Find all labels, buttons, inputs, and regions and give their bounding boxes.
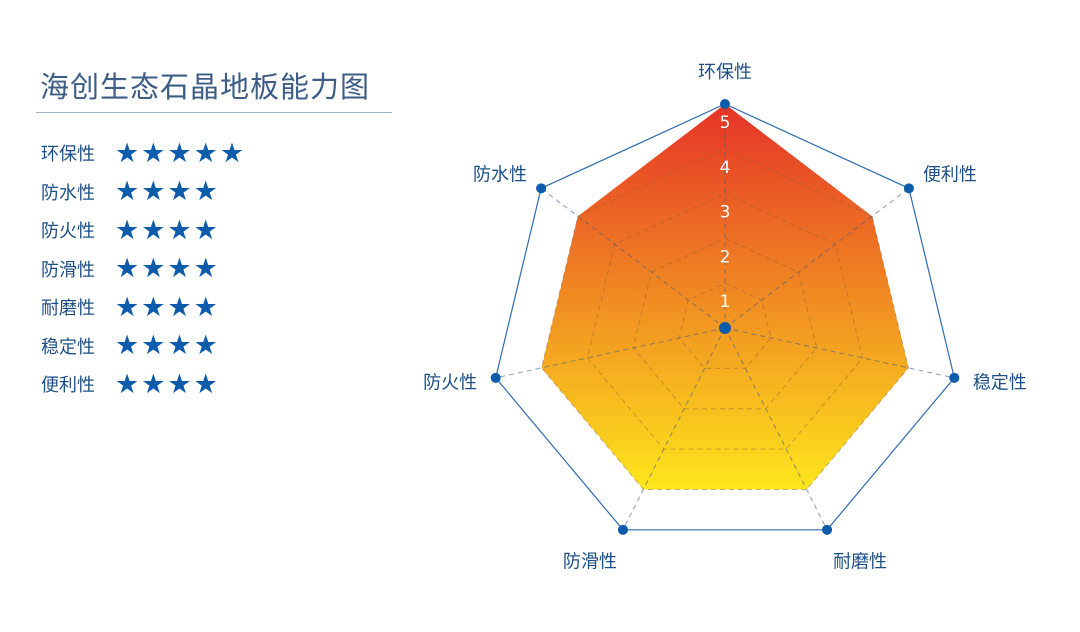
rating-row: 防水性 ★★★★ bbox=[41, 173, 246, 212]
rating-label: 稳定性 bbox=[41, 336, 95, 358]
rating-label: 环保性 bbox=[41, 144, 95, 166]
rating-row: 防火性 ★★★★ bbox=[41, 211, 246, 250]
axis-marker bbox=[720, 99, 730, 109]
grid-ring bbox=[632, 237, 818, 410]
rating-row: 稳定性 ★★★★ bbox=[41, 327, 246, 366]
star-rating-icon: ★★★★ bbox=[115, 291, 220, 323]
rating-label: 便利性 bbox=[41, 375, 95, 397]
star-rating-icon: ★★★★ bbox=[115, 253, 220, 285]
center-marker bbox=[719, 322, 731, 334]
tick-label: 2 bbox=[720, 247, 731, 267]
rating-list: 环保性 ★★★★★ 防水性 ★★★★ 防火性 ★★★★ 防滑性 ★★★★ 耐磨性 ★★★★ 稳定性 ★… bbox=[41, 134, 246, 404]
rating-row: 环保性 ★★★★★ bbox=[41, 134, 246, 173]
outer-frame bbox=[495, 103, 955, 531]
axis-label: 防火性 bbox=[423, 373, 477, 394]
tick-label: 5 bbox=[720, 113, 731, 133]
axis-label: 耐磨性 bbox=[833, 552, 887, 573]
axis-label: 环保性 bbox=[698, 62, 752, 83]
rating-row: 便利性 ★★★★ bbox=[41, 365, 246, 404]
axis-spoke bbox=[495, 327, 726, 379]
axis-label: 稳定性 bbox=[973, 373, 1027, 394]
page-title: 海创生态石晶地板能力图 bbox=[40, 70, 371, 104]
axis-marker bbox=[490, 372, 501, 383]
rating-row: 防滑性 ★★★★ bbox=[41, 250, 246, 289]
tick-label: 1 bbox=[720, 292, 731, 312]
axis-marker bbox=[822, 524, 833, 535]
rating-label: 耐磨性 bbox=[41, 298, 95, 320]
rating-label: 防火性 bbox=[41, 221, 95, 243]
axis-marker bbox=[536, 183, 547, 194]
axis-spoke bbox=[622, 327, 726, 531]
axis-spoke bbox=[724, 327, 828, 531]
star-rating-icon: ★★★★ bbox=[115, 176, 220, 208]
axis-marker bbox=[949, 372, 960, 383]
axis-marker bbox=[903, 183, 914, 194]
grid-ring bbox=[586, 193, 864, 450]
grid-ring bbox=[541, 148, 909, 490]
axis-marker bbox=[617, 524, 628, 535]
axis-spoke bbox=[724, 187, 910, 329]
star-rating-icon: ★★★★ bbox=[115, 214, 220, 246]
star-rating-icon: ★★★★ bbox=[115, 330, 220, 362]
rating-row: 耐磨性 ★★★★ bbox=[41, 288, 246, 327]
rating-label: 防滑性 bbox=[41, 259, 95, 281]
title-divider bbox=[36, 112, 392, 113]
grid-ring bbox=[678, 282, 772, 369]
tick-label: 4 bbox=[720, 158, 731, 178]
star-rating-icon: ★★★★★ bbox=[115, 137, 247, 169]
axis-label: 防滑性 bbox=[563, 552, 617, 573]
axis-label: 便利性 bbox=[923, 165, 977, 186]
tick-label: 3 bbox=[720, 203, 731, 223]
axis-label: 防水性 bbox=[473, 165, 527, 186]
axis-spoke bbox=[724, 327, 955, 379]
axis-spoke bbox=[540, 187, 726, 329]
rating-label: 防水性 bbox=[41, 182, 95, 204]
star-rating-icon: ★★★★ bbox=[115, 368, 220, 400]
